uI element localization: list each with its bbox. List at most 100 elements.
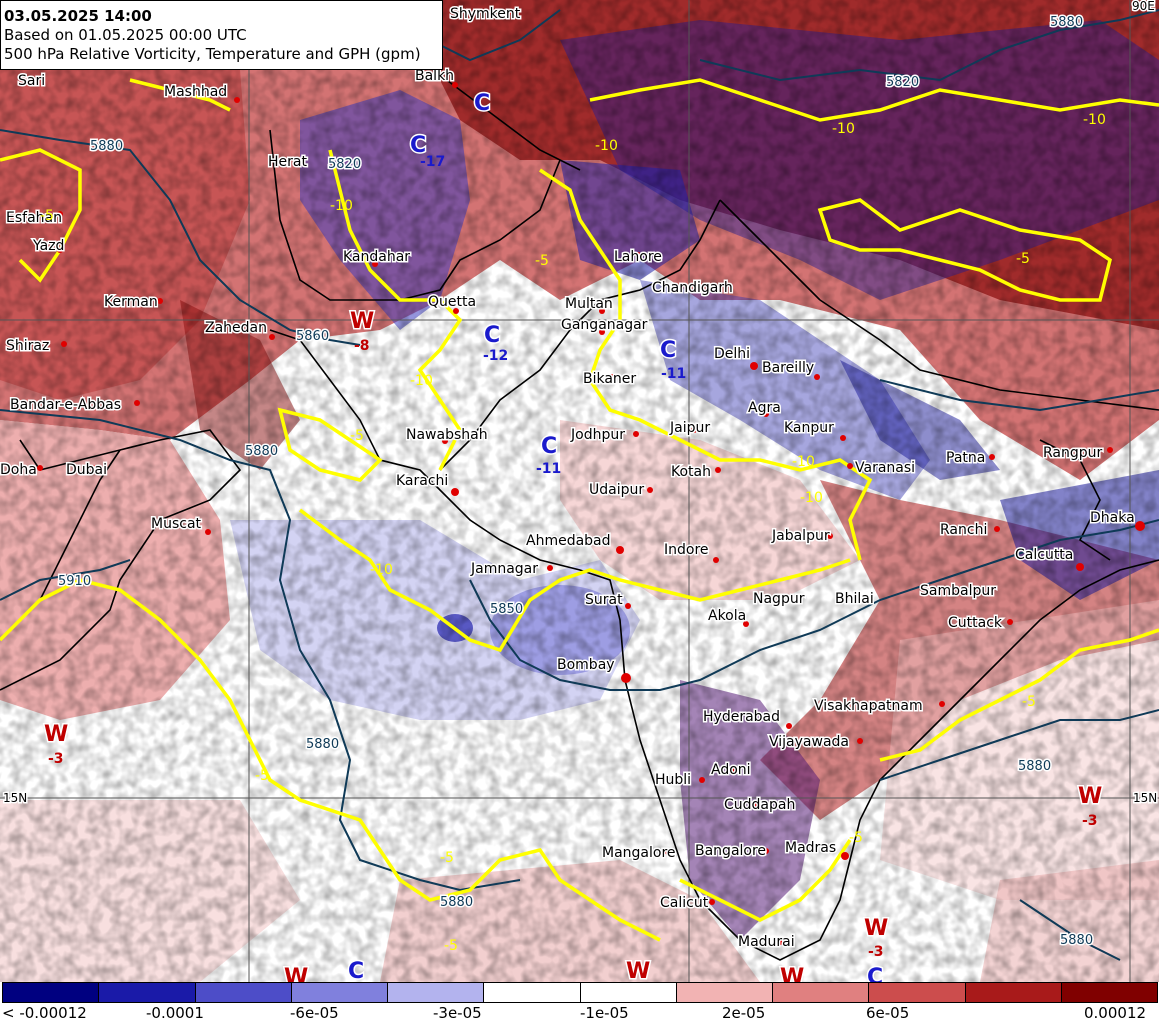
city-label: Bandar-e-Abbas xyxy=(10,397,121,413)
city-label: Indore xyxy=(664,542,709,558)
temp-label: -5 xyxy=(444,938,458,954)
model-run: Based on 01.05.2025 00:00 UTC xyxy=(4,26,247,44)
grid-label: 90E xyxy=(1132,0,1155,13)
system-value: -17 xyxy=(420,154,445,170)
city-label: Esfahan xyxy=(6,210,62,226)
city-label: Shymkent xyxy=(450,6,521,22)
system-letter: C xyxy=(867,965,883,982)
city-label: Kotah xyxy=(671,464,711,480)
gph-label: 5880 xyxy=(1050,15,1083,30)
city-label: Bombay xyxy=(557,657,615,673)
city-markers xyxy=(37,9,1145,945)
grid-label: 15N xyxy=(3,791,27,805)
gph-labels: 5880 5880 5880 5880 5860 5850 5910 5820 … xyxy=(57,14,1095,950)
city-labels: Shymkent Sari Mashhad Balkh Herat Esfaha… xyxy=(0,5,1136,952)
map-canvas: Shymkent Sari Mashhad Balkh Herat Esfaha… xyxy=(0,0,1159,982)
gph-label: 5820 xyxy=(328,157,361,172)
city-label: Visakhapatnam xyxy=(814,698,923,714)
temp-labels: -10 -10 -10 -10 -10 -10 -10 -10 -5 -5 -5… xyxy=(40,112,1106,954)
city-label: Ganganagar xyxy=(561,317,648,333)
city-label: Madras xyxy=(785,840,836,856)
temp-label: -5 xyxy=(849,830,863,846)
system-letter: W xyxy=(284,965,308,982)
city-label: Karachi xyxy=(396,473,448,489)
city-label: Agra xyxy=(748,400,781,416)
city-label: Kerman xyxy=(104,294,158,310)
city-label: Jabalpur xyxy=(771,528,830,544)
city-label: Balkh xyxy=(415,68,454,84)
city-label: Varanasi xyxy=(855,460,915,476)
city-label: Bhilai xyxy=(835,591,874,607)
colorbar-swatch xyxy=(580,983,677,1002)
city-label: Shiraz xyxy=(6,338,49,354)
colorbar-tick-label: 2e-05 xyxy=(722,1004,766,1022)
gph-label: 5880 xyxy=(1060,933,1093,948)
system-letter: W xyxy=(780,965,804,982)
city-label: Jaipur xyxy=(669,420,710,436)
system-value: -8 xyxy=(354,338,370,354)
system-letter: C xyxy=(348,959,364,982)
grid-label: 15N xyxy=(1133,791,1157,805)
temp-label: -10 xyxy=(792,454,815,470)
temp-label: -5 xyxy=(1016,251,1030,267)
temperature-contours xyxy=(0,78,1159,942)
system-letter: W xyxy=(626,959,650,982)
city-label: Mangalore xyxy=(602,845,676,861)
colorbar-swatch xyxy=(99,983,196,1002)
system-value: -11 xyxy=(536,461,561,477)
temp-label: -5 xyxy=(535,253,549,269)
colorbar-swatches xyxy=(2,982,1158,1003)
city-label: Dhaka xyxy=(1090,510,1135,526)
city-label: Delhi xyxy=(714,346,750,362)
city-label: Multan xyxy=(565,296,613,312)
city-label: Bikaner xyxy=(583,371,636,387)
colorbar-swatch xyxy=(3,983,100,1002)
colorbar-swatch xyxy=(484,983,581,1002)
pressure-systems: W -8 C -12 C -11 C -11 C -17 C W -3 W -3… xyxy=(43,90,1104,983)
city-label: Lahore xyxy=(614,249,662,265)
system-value: -11 xyxy=(661,366,686,382)
city-label: Akola xyxy=(708,608,746,624)
gph-label: 5910 xyxy=(58,574,91,589)
temp-label: -5 xyxy=(1022,694,1036,710)
city-label: Nawabshah xyxy=(406,427,488,443)
system-letter: W xyxy=(1078,784,1102,809)
system-letter: C xyxy=(410,133,426,158)
colorbar-swatch xyxy=(195,983,292,1002)
temp-label: -10 xyxy=(410,373,433,389)
city-label: Udaipur xyxy=(589,482,644,498)
temp-label: -10 xyxy=(832,121,855,137)
city-label: Ranchi xyxy=(940,522,987,538)
city-label: Kandahar xyxy=(343,249,410,265)
city-label: Cuddapah xyxy=(724,797,795,813)
city-label: Herat xyxy=(268,154,307,170)
city-label: Calicut xyxy=(660,895,709,911)
temp-label: -10 xyxy=(800,490,823,506)
gph-label: 5820 xyxy=(886,75,919,90)
city-label: Chandigarh xyxy=(652,280,733,296)
colorbar-swatch xyxy=(869,983,966,1002)
temp-label: -10 xyxy=(330,198,353,214)
temp-label: -10 xyxy=(595,138,618,154)
system-letter: C xyxy=(484,323,500,348)
colorbar-swatch xyxy=(388,983,485,1002)
city-label: Sari xyxy=(18,73,45,89)
system-letter: C xyxy=(541,434,557,459)
city-label: Doha xyxy=(0,462,37,478)
system-letter: W xyxy=(864,916,888,941)
colorbar-tick-label: -3e-05 xyxy=(433,1004,482,1022)
forecast-datetime: 03.05.2025 14:00 xyxy=(4,7,152,25)
city-label: Ahmedabad xyxy=(526,533,611,549)
system-letter: C xyxy=(474,91,490,116)
city-label: Surat xyxy=(585,592,623,608)
colorbar-swatch xyxy=(773,983,870,1002)
city-label: Vijayawada xyxy=(769,734,849,750)
city-label: Nagpur xyxy=(753,591,805,607)
system-letter: C xyxy=(660,338,676,363)
city-label: Zahedan xyxy=(205,320,267,336)
map-title-box: 03.05.2025 14:00 Based on 01.05.2025 00:… xyxy=(0,0,443,70)
grid-labels: 15N 15N 90E xyxy=(2,0,1159,807)
gph-label: 5860 xyxy=(296,329,329,344)
city-label: Kanpur xyxy=(784,420,834,436)
